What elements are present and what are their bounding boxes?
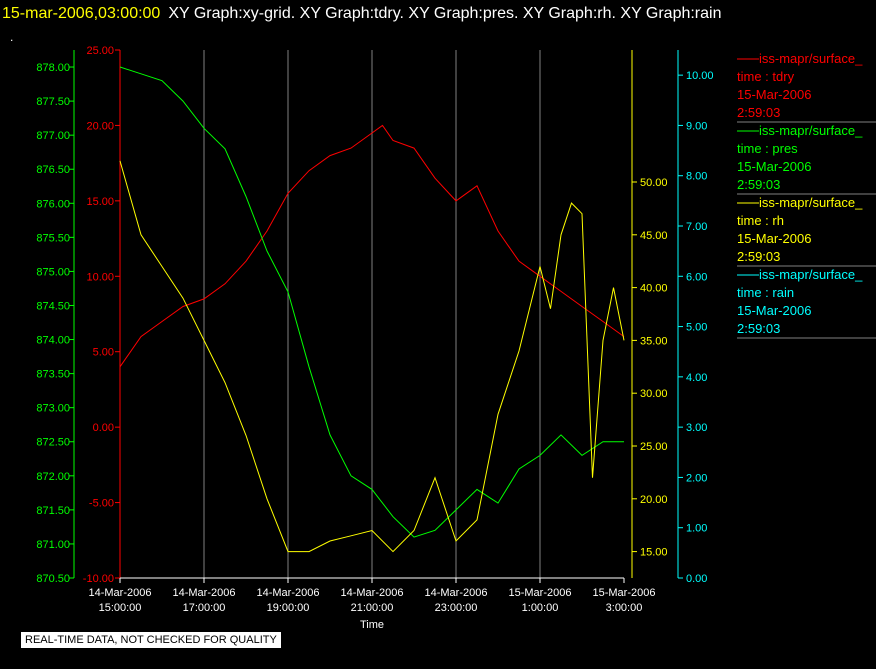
legend-series-name: iss-mapr/surface_ bbox=[759, 123, 863, 138]
x-tick-date: 14-Mar-2006 bbox=[257, 587, 320, 599]
legend-time: 2:59:03 bbox=[737, 321, 780, 336]
x-tick-time: 1:00:00 bbox=[522, 602, 559, 614]
rh-tick-label: 40.00 bbox=[640, 283, 668, 295]
title-timestamp: 15-mar-2006,03:00:00 bbox=[2, 5, 161, 22]
title-row: 15-mar-2006,03:00:00 XY Graph:xy-grid. XY… bbox=[0, 0, 721, 28]
rain-tick-label: 4.00 bbox=[686, 372, 707, 384]
legend: iss-mapr/surface_time : tdry15-Mar-20062… bbox=[737, 51, 876, 339]
x-tick-time: 23:00:00 bbox=[435, 602, 478, 614]
legend-series-name: iss-mapr/surface_ bbox=[759, 267, 863, 282]
x-tick-date: 14-Mar-2006 bbox=[173, 587, 236, 599]
rh-tick-label: 15.00 bbox=[640, 547, 668, 559]
rain-tick-label: 10.00 bbox=[686, 70, 714, 82]
pres-tick-label: 876.50 bbox=[36, 164, 70, 176]
rain-tick-label: 2.00 bbox=[686, 472, 707, 484]
pres-tick-label: 873.50 bbox=[36, 369, 70, 381]
pres-tick-label: 877.00 bbox=[36, 130, 70, 142]
x-tick-time: 19:00:00 bbox=[267, 602, 310, 614]
legend-time: 2:59:03 bbox=[737, 249, 780, 264]
x-tick-date: 14-Mar-2006 bbox=[341, 587, 404, 599]
tdry-tick-label: 10.00 bbox=[86, 271, 114, 283]
tdry-series-line bbox=[119, 124, 625, 368]
x-tick-date: 15-Mar-2006 bbox=[593, 587, 656, 599]
rain-tick-label: 9.00 bbox=[686, 120, 707, 132]
rain-tick-label: 3.00 bbox=[686, 422, 707, 434]
rain-tick-label: 1.00 bbox=[686, 523, 707, 535]
legend-variable: time : pres bbox=[737, 141, 798, 156]
legend-date: 15-Mar-2006 bbox=[737, 159, 811, 174]
legend-variable: time : tdry bbox=[737, 69, 795, 84]
pres-tick-label: 871.50 bbox=[36, 505, 70, 517]
x-tick-date: 14-Mar-2006 bbox=[425, 587, 488, 599]
pres-tick-label: 875.00 bbox=[36, 266, 70, 278]
pres-tick-label: 874.50 bbox=[36, 300, 70, 312]
x-tick-time: 17:00:00 bbox=[183, 602, 226, 614]
x-axis-label: Time bbox=[360, 619, 384, 631]
pres-tick-label: 878.00 bbox=[36, 62, 70, 74]
x-tick-time: 15:00:00 bbox=[99, 602, 142, 614]
legend-variable: time : rain bbox=[737, 285, 794, 300]
rain-tick-label: 8.00 bbox=[686, 171, 707, 183]
pres-tick-label: 872.50 bbox=[36, 437, 70, 449]
rh-series-line bbox=[119, 160, 625, 553]
rain-tick-label: 6.00 bbox=[686, 271, 707, 283]
pres-tick-label: 877.50 bbox=[36, 96, 70, 108]
rh-tick-label: 20.00 bbox=[640, 494, 668, 506]
pres-series-line bbox=[119, 66, 624, 538]
title-graph-list: XY Graph:xy-grid. XY Graph:tdry. XY Grap… bbox=[168, 5, 722, 22]
pres-tick-label: 870.50 bbox=[36, 573, 70, 585]
x-tick-date: 14-Mar-2006 bbox=[89, 587, 152, 599]
legend-variable: time : rh bbox=[737, 213, 784, 228]
rain-tick-label: 0.00 bbox=[686, 573, 707, 585]
tdry-tick-label: 5.00 bbox=[93, 347, 114, 359]
legend-date: 15-Mar-2006 bbox=[737, 231, 811, 246]
rh-tick-label: 45.00 bbox=[640, 230, 668, 242]
x-tick-date: 15-Mar-2006 bbox=[509, 587, 572, 599]
legend-date: 15-Mar-2006 bbox=[737, 303, 811, 318]
legend-date: 15-Mar-2006 bbox=[737, 87, 811, 102]
tdry-tick-label: 25.00 bbox=[86, 45, 114, 57]
rh-tick-label: 50.00 bbox=[640, 177, 668, 189]
rain-tick-label: 7.00 bbox=[686, 221, 707, 233]
legend-series-name: iss-mapr/surface_ bbox=[759, 195, 863, 210]
tdry-tick-label: 20.00 bbox=[86, 120, 114, 132]
rain-tick-label: 5.00 bbox=[686, 322, 707, 334]
legend-series-name: iss-mapr/surface_ bbox=[759, 51, 863, 66]
grid-lines bbox=[203, 50, 541, 578]
stray-dot: . bbox=[10, 30, 14, 44]
pres-tick-label: 876.00 bbox=[36, 198, 70, 210]
rh-tick-label: 30.00 bbox=[640, 388, 668, 400]
legend-time: 2:59:03 bbox=[737, 177, 780, 192]
quality-note: REAL-TIME DATA, NOT CHECKED FOR QUALITY bbox=[20, 631, 282, 649]
rh-tick-label: 35.00 bbox=[640, 335, 668, 347]
tdry-tick-label: 15.00 bbox=[86, 196, 114, 208]
legend-time: 2:59:03 bbox=[737, 105, 780, 120]
tdry-tick-label: -10.00 bbox=[83, 573, 114, 585]
x-axis: 14-Mar-2006 15:00:00 14-Mar-2006 17:00:00 14… bbox=[89, 577, 656, 631]
pres-tick-label: 875.50 bbox=[36, 232, 70, 244]
x-tick-time: 21:00:00 bbox=[351, 602, 394, 614]
pres-tick-label: 872.00 bbox=[36, 471, 70, 483]
x-tick-time: 3:00:00 bbox=[606, 602, 643, 614]
axes: 878.00 877.50 877.00 876.50 876.00 875.50 875.… bbox=[36, 45, 713, 585]
pres-tick-label: 871.00 bbox=[36, 539, 70, 551]
pres-tick-label: 874.00 bbox=[36, 335, 70, 347]
tdry-tick-label: -5.00 bbox=[89, 498, 114, 510]
rh-tick-label: 25.00 bbox=[640, 441, 668, 453]
tdry-tick-label: 0.00 bbox=[93, 422, 114, 434]
pres-tick-label: 873.00 bbox=[36, 403, 70, 415]
